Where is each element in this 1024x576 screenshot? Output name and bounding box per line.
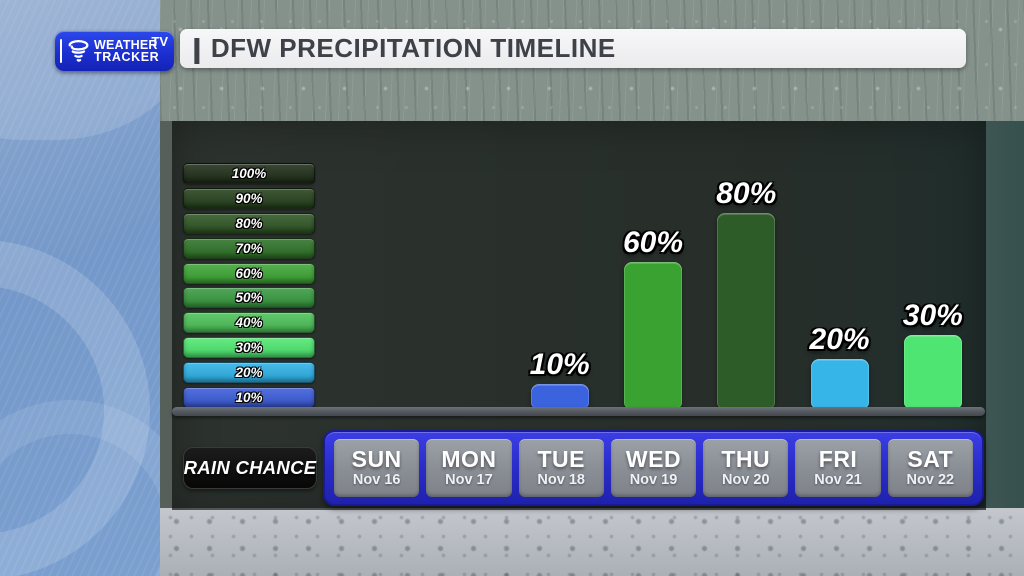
bar-column-wed: 60%	[610, 228, 696, 408]
rain-chance-bar-thu	[717, 213, 776, 408]
day-name: MON	[441, 446, 497, 473]
day-cell-thu: THU Nov 20	[703, 439, 789, 497]
rain-chance-bar-fri	[810, 359, 869, 408]
legend-pill-80: 80%	[183, 212, 315, 234]
legend-pill-label: 10%	[235, 389, 263, 405]
rain-chance-label-text: RAIN CHANCE	[183, 457, 317, 478]
rain-chance-legend: 100% 90% 80% 70% 60% 50% 40% 30% 20% 10%	[183, 163, 315, 408]
title-separator: |	[191, 32, 203, 64]
brand-name-line2: TRACKER	[94, 50, 160, 64]
day-date: Nov 16	[352, 472, 401, 489]
day-name: WED	[625, 446, 682, 473]
day-cell-mon: MON Nov 17	[426, 439, 512, 497]
legend-pill-label: 60%	[235, 265, 263, 281]
sidebar-decoration	[0, 0, 160, 576]
legend-pill-label: 70%	[235, 240, 263, 256]
day-date: Nov 19	[629, 472, 678, 489]
day-date: Nov 20	[721, 472, 770, 489]
bar-column-fri: 20%	[796, 325, 882, 408]
day-cell-fri: FRI Nov 21	[795, 439, 881, 497]
bar-column-tue: 10%	[517, 350, 603, 408]
bar-value-label: 10%	[529, 348, 590, 381]
legend-pill-40: 40%	[183, 312, 315, 334]
logo-divider-bar	[60, 39, 62, 63]
legend-pill-label: 90%	[235, 190, 263, 206]
legend-pill-50: 50%	[183, 287, 315, 309]
chart-baseline	[172, 407, 985, 416]
weather-tracker-logo: WEATHER TRACKER TV	[55, 31, 174, 71]
bar-value-label: 80%	[716, 177, 777, 210]
day-cell-wed: WED Nov 19	[610, 439, 697, 497]
legend-pill-70: 70%	[183, 237, 315, 259]
day-cell-sun: SUN Nov 16	[334, 439, 420, 497]
day-strip: SUN Nov 16 MON Nov 17 TUE Nov 18 WED Nov 19 THU N…	[323, 430, 984, 506]
day-date: Nov 21	[814, 472, 862, 489]
bar-column-thu: 80%	[703, 179, 789, 408]
bar-value-label: 30%	[902, 299, 963, 332]
legend-pill-90: 90%	[183, 187, 315, 209]
day-name: SUN	[351, 446, 402, 473]
legend-pill-30: 30%	[183, 337, 315, 359]
legend-pill-10: 10%	[183, 386, 315, 408]
day-date: Nov 17	[445, 472, 493, 489]
legend-pill-label: 30%	[235, 340, 263, 356]
rain-chance-bar-sat	[903, 335, 962, 408]
legend-pill-100: 100%	[183, 163, 315, 184]
day-cell-sat: SAT Nov 22	[887, 439, 973, 497]
tornado-icon	[65, 38, 92, 65]
day-name: THU	[721, 446, 771, 473]
raindrop-texture	[160, 508, 1024, 576]
day-name: TUE	[537, 446, 585, 473]
day-cell-tue: TUE Nov 18	[518, 439, 604, 497]
brand-tv-badge: TV	[151, 34, 168, 49]
day-name: SAT	[907, 446, 954, 473]
legend-pill-label: 20%	[235, 365, 263, 380]
bar-column-sat: 30%	[890, 301, 976, 408]
sidebar-texture	[0, 0, 160, 576]
brand-name-line1: WEATHER	[94, 37, 158, 52]
legend-pill-label: 50%	[235, 290, 263, 306]
legend-pill-20: 20%	[183, 362, 315, 383]
bar-chart-plot: 10% 60% 80% 20% 30%	[330, 121, 976, 408]
day-name: FRI	[818, 446, 858, 473]
day-date: Nov 22	[906, 472, 955, 489]
legend-pill-label: 80%	[235, 215, 263, 231]
legend-pill-label: 100%	[231, 166, 267, 181]
title-bar: | DFW PRECIPITATION TIMELINE	[180, 29, 966, 68]
bar-value-label: 60%	[622, 226, 683, 259]
legend-pill-label: 40%	[235, 315, 263, 331]
legend-pill-60: 60%	[183, 262, 315, 284]
rain-chance-bar-tue	[530, 384, 589, 408]
background-photo-bottom	[160, 508, 1024, 576]
bar-value-label: 20%	[809, 323, 870, 356]
day-date: Nov 18	[537, 472, 585, 489]
rain-chance-bar-wed	[623, 262, 682, 408]
rain-chance-label: RAIN CHANCE	[183, 447, 317, 489]
page-title: DFW PRECIPITATION TIMELINE	[210, 33, 616, 63]
